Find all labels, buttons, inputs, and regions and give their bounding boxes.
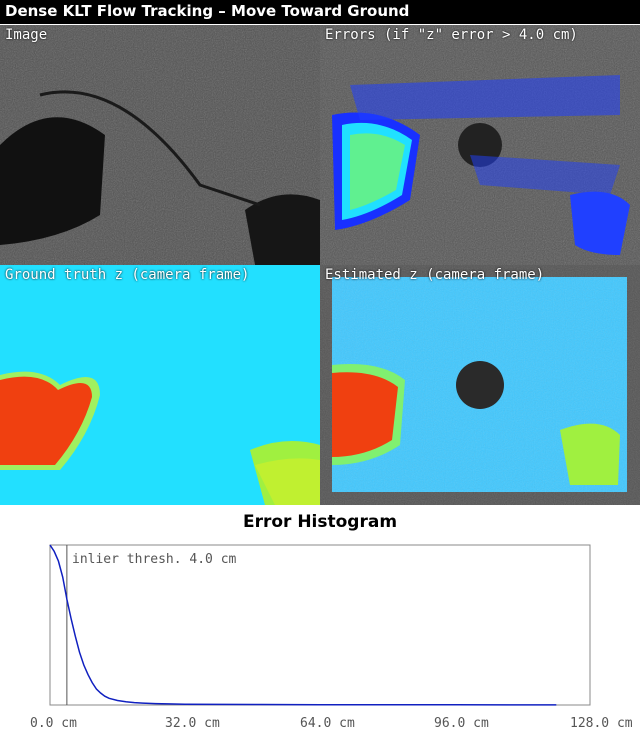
panel-ground-truth: Ground truth z (camera frame) <box>0 265 320 505</box>
panel-image: Image <box>0 25 320 265</box>
x-tick-label: 128.0 cm <box>570 716 633 731</box>
window-title: Dense KLT Flow Tracking – Move Toward Gr… <box>0 0 640 24</box>
x-tick-label: 64.0 cm <box>300 716 355 731</box>
x-tick-label: 0.0 cm <box>30 716 77 731</box>
chart-title: Error Histogram <box>242 512 398 532</box>
panel-errors: Errors (if "z" error > 4.0 cm) <box>320 25 640 265</box>
ground-truth-depth-image <box>0 265 320 505</box>
panel-image-label: Image <box>5 27 48 43</box>
estimated-depth-image <box>320 265 640 505</box>
x-tick-label: 32.0 cm <box>165 716 220 731</box>
histogram-chart <box>49 544 591 706</box>
error-overlay-image <box>320 25 640 265</box>
panel-estimated-label: Estimated z (camera frame) <box>325 267 545 283</box>
histogram-series-line <box>49 544 557 706</box>
x-tick-label: 96.0 cm <box>434 716 489 731</box>
plot-frame <box>49 544 591 706</box>
panel-errors-label: Errors (if "z" error > 4.0 cm) <box>325 27 578 43</box>
panel-ground-truth-label: Ground truth z (camera frame) <box>5 267 250 283</box>
panel-estimated: Estimated z (camera frame) <box>320 265 640 505</box>
camera-image <box>0 25 320 265</box>
threshold-annotation: inlier thresh. 4.0 cm <box>72 552 237 567</box>
